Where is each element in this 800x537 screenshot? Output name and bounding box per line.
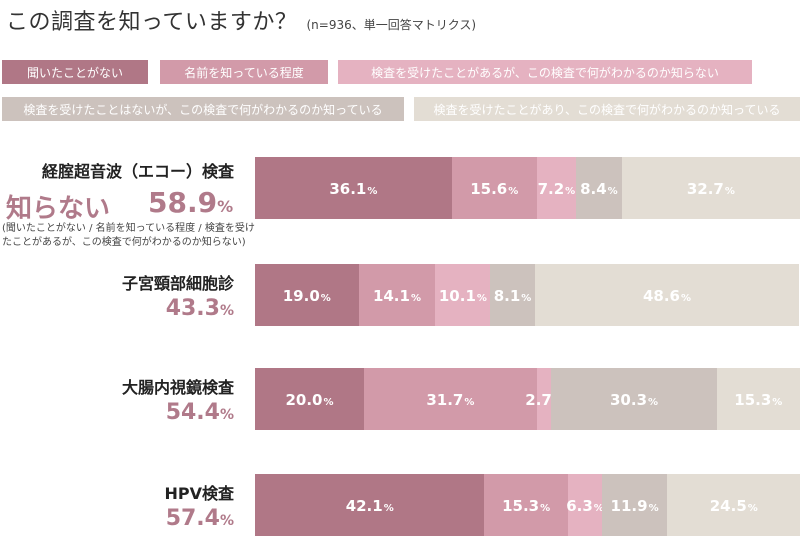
data-label: 14.1% — [372, 286, 421, 305]
legend-label: 検査を受けたことがあるが、この検査で何がわかるのか知らない — [371, 65, 719, 80]
stacked-bar: 36.1% 15.6% 7.2% 8.4% 32.7% — [255, 157, 800, 219]
bar-segment: 10.1% — [435, 264, 491, 326]
legend-item-name-only: 名前を知っている程度 — [160, 60, 328, 84]
row-unknown-pct: 57.4% — [165, 506, 234, 531]
data-label: 48.6% — [642, 286, 692, 305]
chart-title: この調査を知っていますか？ — [6, 10, 298, 35]
bar-segment: 42.1% — [255, 474, 485, 536]
stacked-bar: 20.0% 31.7% 2.7% 30.3% 15.3% — [255, 368, 800, 430]
bar-segment: 31.7% — [364, 368, 537, 430]
row-title: 子宮頸部細胞診 — [121, 274, 234, 293]
legend-label: 検査を受けたことがあり、この検査で何がわかるのか知っている — [433, 102, 781, 117]
row-title: HPV検査 — [164, 484, 234, 503]
data-label: 32.7% — [686, 179, 735, 198]
bar-segment: 15.3% — [716, 368, 800, 430]
data-label: 10.1% — [438, 286, 487, 305]
bar-segment: 32.7% — [621, 157, 800, 219]
data-label: 8.4% — [580, 179, 618, 198]
data-label: 19.0% — [282, 286, 331, 305]
data-label: 15.3% — [502, 496, 551, 515]
bar-segment: 11.9% — [602, 474, 667, 536]
legend-item-tested-unaware: 検査を受けたことがあるが、この検査で何がわかるのか知らない — [338, 60, 752, 84]
bar-segment: 15.6% — [451, 157, 537, 219]
unknown-footnote: (聞いたことがない / 名前を知っている程度 / 検査を受けたことがあるが、この… — [2, 223, 255, 248]
data-label: 8.1% — [493, 286, 532, 305]
legend-item-untested-aware: 検査を受けたことはないが、この検査で何がわかるのか知っている — [2, 97, 404, 121]
row-title: 大腸内視鏡検査 — [121, 378, 234, 397]
stacked-bar: 19.0% 14.1% 10.1% 8.1% 48.6% — [255, 264, 800, 326]
bar-segment: 8.1% — [490, 264, 535, 326]
legend-item-never-heard: 聞いたことがない — [2, 60, 148, 84]
bar-segment: 20.0% — [255, 368, 364, 430]
bar-segment: 7.2% — [536, 157, 576, 219]
data-label: 30.3% — [610, 390, 659, 409]
bar-segment: 2.7% — [525, 368, 563, 430]
unknown-label: 知らない — [6, 194, 111, 224]
data-label: 36.1% — [329, 179, 378, 198]
bar-segment: 6.3% — [566, 474, 604, 536]
bar-segment: 8.4% — [576, 157, 622, 219]
data-label: 7.2% — [537, 179, 576, 198]
data-label: 6.3% — [566, 496, 604, 515]
row-unknown-pct: 54.4% — [165, 400, 234, 425]
legend-label: 名前を知っている程度 — [184, 65, 304, 80]
data-label: 31.7% — [426, 390, 475, 409]
row-unknown-pct: 43.3% — [165, 296, 234, 321]
stacked-bar: 42.1% 15.3% 6.3% 11.9% 24.5% — [255, 474, 800, 536]
bar-segment: 48.6% — [534, 264, 800, 326]
bar-segment: 36.1% — [255, 157, 452, 219]
row-title: 経腟超音波（エコー）検査 — [41, 162, 234, 181]
legend-item-tested-aware: 検査を受けたことがあり、この検査で何がわかるのか知っている — [414, 97, 800, 121]
row-unknown-pct: 58.9% — [148, 186, 234, 219]
data-label: 11.9% — [610, 496, 659, 515]
bar-segment: 30.3% — [551, 368, 717, 430]
data-label: 24.5% — [709, 496, 758, 515]
data-label: 15.3% — [734, 390, 783, 409]
bar-segment: 24.5% — [667, 474, 800, 536]
data-label: 20.0% — [285, 390, 334, 409]
bar-segment: 14.1% — [358, 264, 436, 326]
data-label: 42.1% — [345, 496, 394, 515]
data-label: 15.6% — [470, 179, 519, 198]
bar-segment: 15.3% — [484, 474, 568, 536]
chart-title-block: この調査を知っていますか？ (n=936、単一回答マトリクス) — [6, 4, 476, 36]
chart-note: (n=936、単一回答マトリクス) — [306, 18, 477, 32]
legend-label: 聞いたことがない — [26, 65, 123, 80]
bar-segment: 19.0% — [255, 264, 359, 326]
legend-label: 検査を受けたことはないが、この検査で何がわかるのか知っている — [23, 102, 383, 117]
